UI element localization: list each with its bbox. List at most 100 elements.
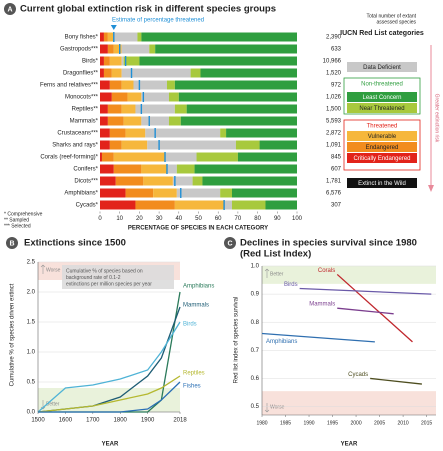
x-tick-label: 50 xyxy=(195,216,202,222)
bar-segment xyxy=(121,80,134,90)
category-label: Reptiles** xyxy=(72,107,99,113)
total-label: 6,576 xyxy=(326,191,342,197)
line-series xyxy=(38,381,181,413)
bar-segment xyxy=(259,140,297,150)
category-label: Amphibians* xyxy=(64,191,98,197)
y-tick-label: 0.7 xyxy=(251,348,260,354)
x-tick-label: 70 xyxy=(235,216,242,222)
bar-segment xyxy=(141,164,167,174)
risk-arrowhead xyxy=(428,185,434,192)
category-label: Birds* xyxy=(82,59,99,65)
total-label: 10,966 xyxy=(323,59,342,65)
risk-label: Greater extinction risk xyxy=(434,94,440,143)
bar-segment xyxy=(220,188,232,198)
total-label: 1,026 xyxy=(326,95,342,101)
bar-segment xyxy=(100,32,104,42)
y-tick-label: 0.6 xyxy=(251,376,260,382)
bar-segment xyxy=(137,32,142,42)
bar-segment xyxy=(100,128,110,138)
line-series xyxy=(261,332,375,343)
x-tick-label: 2015 xyxy=(421,420,432,426)
bar-segment xyxy=(226,128,297,138)
bar-segment xyxy=(265,200,297,210)
bar-segment xyxy=(174,104,187,114)
bar-segment xyxy=(113,152,166,162)
legend-swatch xyxy=(347,103,417,113)
y-tick-label: 1.0 xyxy=(27,350,36,356)
category-label: Corals (reef-forming)* xyxy=(40,155,98,161)
total-label: 5,593 xyxy=(326,119,342,125)
bar-segment xyxy=(103,68,112,78)
y-tick-label: 1.0 xyxy=(251,264,260,270)
estimate-label: Estimate of percentage threatened xyxy=(112,18,204,24)
category-label: Sharks and rays* xyxy=(52,143,98,149)
x-tick-label: 30 xyxy=(156,216,163,222)
series-label: Amphibians xyxy=(183,284,214,290)
total-label: 1,500 xyxy=(326,107,342,113)
category-label: Ferns and relatives*** xyxy=(40,83,99,89)
band-bottom xyxy=(38,388,180,412)
bar-segment xyxy=(190,68,201,78)
bar-segment xyxy=(113,44,122,54)
bar-segment xyxy=(194,164,297,174)
line-series xyxy=(37,375,181,413)
x-tick-label: 10 xyxy=(116,216,123,222)
bar-segment xyxy=(100,104,108,114)
band-arrow xyxy=(264,403,270,413)
bar-segment xyxy=(107,116,124,126)
category-label: Bony fishes* xyxy=(65,35,99,41)
bar-segment xyxy=(231,188,297,198)
y-tick-label: 0.8 xyxy=(251,320,260,326)
bar-segment xyxy=(100,200,136,210)
bar-segment xyxy=(176,188,221,198)
footnote: ** Sampled xyxy=(4,217,29,223)
series-label: Cycads xyxy=(348,372,368,378)
series-label: Amphibians xyxy=(266,339,297,345)
category-label: Gastropods*** xyxy=(60,47,99,53)
bar-segment xyxy=(224,200,232,210)
bar-segment xyxy=(155,44,297,54)
series-label: Birds xyxy=(284,282,298,288)
bar-segment xyxy=(111,92,128,102)
y-tick-label: 1.5 xyxy=(27,320,36,326)
x-tick-label: 1500 xyxy=(31,418,45,424)
panel-a: A Current global extinction risk in diff… xyxy=(4,3,440,232)
panel-badge xyxy=(224,237,236,249)
bar-segment xyxy=(200,68,297,78)
legend-label: Extinct in the Wild xyxy=(358,181,406,187)
panel-letter: A xyxy=(7,6,12,13)
band-arrow xyxy=(264,268,270,278)
line-series xyxy=(336,273,413,343)
total-header: assessed species xyxy=(377,19,417,25)
bar-segment xyxy=(100,44,108,54)
bar-segment xyxy=(113,32,138,42)
series-label: Mammals xyxy=(183,303,209,309)
bar-segment xyxy=(100,92,112,102)
bar-segment xyxy=(135,104,175,114)
footnote: * Comprehensive xyxy=(4,211,43,217)
category-label: Dragonflies** xyxy=(63,71,99,77)
legend-swatch xyxy=(347,92,417,102)
bar-segment xyxy=(125,128,146,138)
bar-segment xyxy=(196,152,238,162)
total-label: 1,520 xyxy=(326,71,342,77)
bar-segment xyxy=(100,188,126,198)
total-header: Total number of extant xyxy=(367,13,417,19)
bar-segment xyxy=(168,92,179,102)
y-tick-label: 2.5 xyxy=(27,260,36,266)
bar-segment xyxy=(235,140,260,150)
y-tick-label: 2.0 xyxy=(27,290,36,296)
bar-segment xyxy=(113,164,142,174)
legend-label: Endangered xyxy=(366,145,399,151)
total-label: 307 xyxy=(331,203,342,209)
bar-segment xyxy=(147,140,236,150)
x-tick-label: 2000 xyxy=(350,420,361,426)
bar-segment xyxy=(121,104,136,114)
total-label: 633 xyxy=(331,47,342,53)
total-label: 2,390 xyxy=(326,35,342,41)
bar-segment xyxy=(165,152,197,162)
chart-title: Extinctions since 1500 xyxy=(24,238,126,249)
line-series xyxy=(337,307,394,315)
line-series xyxy=(370,377,422,385)
chart-title: Declines in species survival since 1980 xyxy=(240,238,417,249)
